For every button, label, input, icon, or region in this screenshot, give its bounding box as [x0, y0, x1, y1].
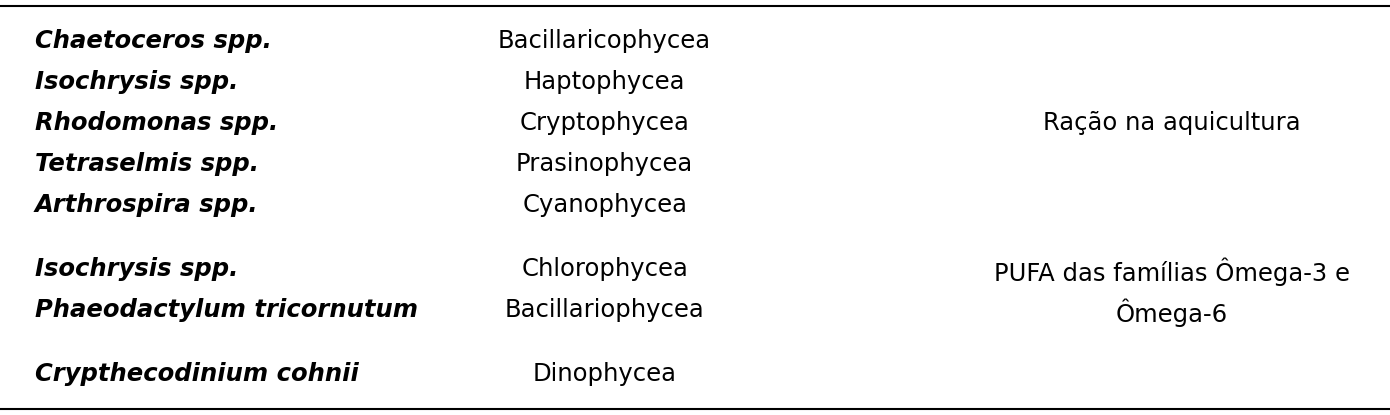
Text: Ômega-6: Ômega-6	[1116, 298, 1227, 327]
Text: Chlorophycea: Chlorophycea	[521, 257, 688, 281]
Text: PUFA das famílias Ômega-3 e: PUFA das famílias Ômega-3 e	[994, 257, 1350, 286]
Text: Phaeodactylum tricornutum: Phaeodactylum tricornutum	[35, 298, 418, 322]
Text: Chaetoceros spp.: Chaetoceros spp.	[35, 29, 271, 53]
Text: Isochrysis spp.: Isochrysis spp.	[35, 257, 238, 281]
Text: Isochrysis spp.: Isochrysis spp.	[35, 70, 238, 94]
Text: Bacillariophycea: Bacillariophycea	[505, 298, 705, 322]
Text: Cryptophycea: Cryptophycea	[520, 111, 689, 135]
Text: Cyanophycea: Cyanophycea	[523, 193, 687, 217]
Text: Bacillaricophycea: Bacillaricophycea	[498, 29, 712, 53]
Text: Tetraselmis spp.: Tetraselmis spp.	[35, 152, 259, 176]
Text: Haptophycea: Haptophycea	[524, 70, 685, 94]
Text: Ração na aquicultura: Ração na aquicultura	[1042, 111, 1301, 135]
Text: Dinophycea: Dinophycea	[532, 362, 677, 386]
Text: Rhodomonas spp.: Rhodomonas spp.	[35, 111, 278, 135]
Text: Arthrospira spp.: Arthrospira spp.	[35, 193, 259, 217]
Text: Prasinophycea: Prasinophycea	[516, 152, 694, 176]
Text: Crypthecodinium cohnii: Crypthecodinium cohnii	[35, 362, 359, 386]
